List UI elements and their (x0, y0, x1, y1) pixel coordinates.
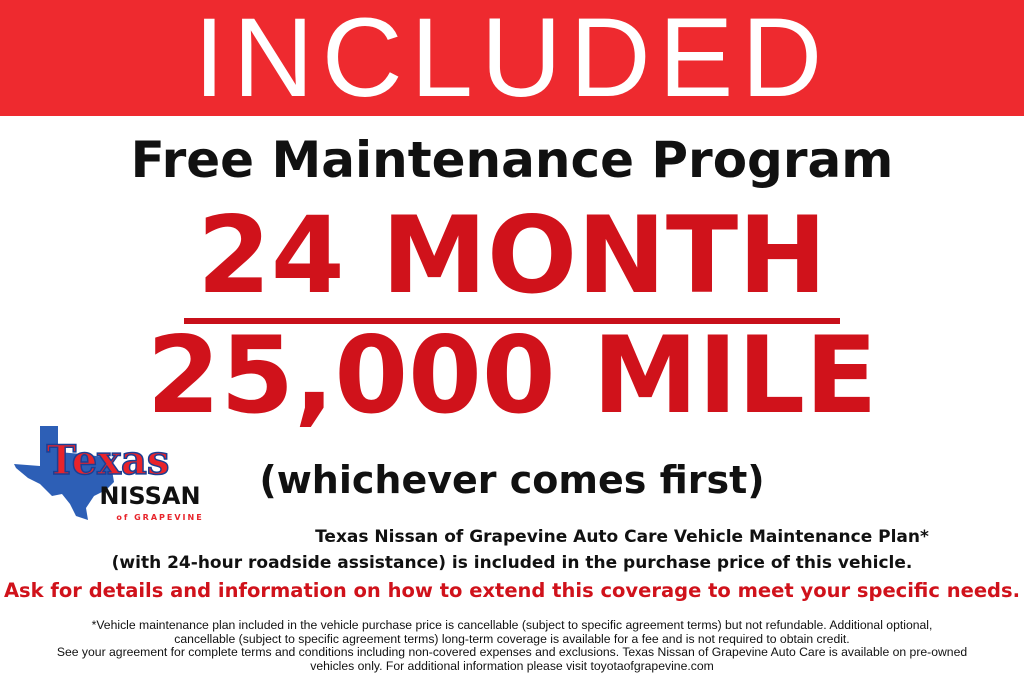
fine-print: *Vehicle maintenance plan included in th… (0, 618, 1024, 673)
texas-state-icon (14, 426, 114, 520)
fine-print-line: See your agreement for complete terms an… (56, 645, 968, 659)
included-banner: INCLUDED (0, 0, 1024, 116)
term-months: 24 MONTH (197, 194, 827, 317)
headline: Free Maintenance Program (130, 131, 894, 189)
term-miles: 25,000 MILE (146, 314, 878, 437)
logo-texas-text: Texas (47, 437, 170, 484)
qualifier: (whichever comes first) (259, 458, 765, 502)
logo-grapevine-text: of GRAPEVINE (116, 513, 203, 522)
call-to-action: Ask for details and information on how t… (3, 579, 1021, 602)
fine-print-line: vehicles only. For additional informatio… (310, 658, 714, 673)
divider (184, 318, 840, 324)
fine-print-line: cancellable (subject to specific agreeme… (174, 631, 850, 646)
logo-nissan-text: NISSAN (99, 482, 200, 510)
banner-text: INCLUDED (193, 0, 831, 120)
texas-nissan-logo: Texas NISSAN of GRAPEVINE (14, 426, 203, 522)
plan-line-2: (with 24-hour roadside assistance) is in… (111, 553, 913, 573)
fine-print-line: *Vehicle maintenance plan included in th… (91, 618, 933, 632)
plan-line-1: Texas Nissan of Grapevine Auto Care Vehi… (315, 527, 929, 547)
